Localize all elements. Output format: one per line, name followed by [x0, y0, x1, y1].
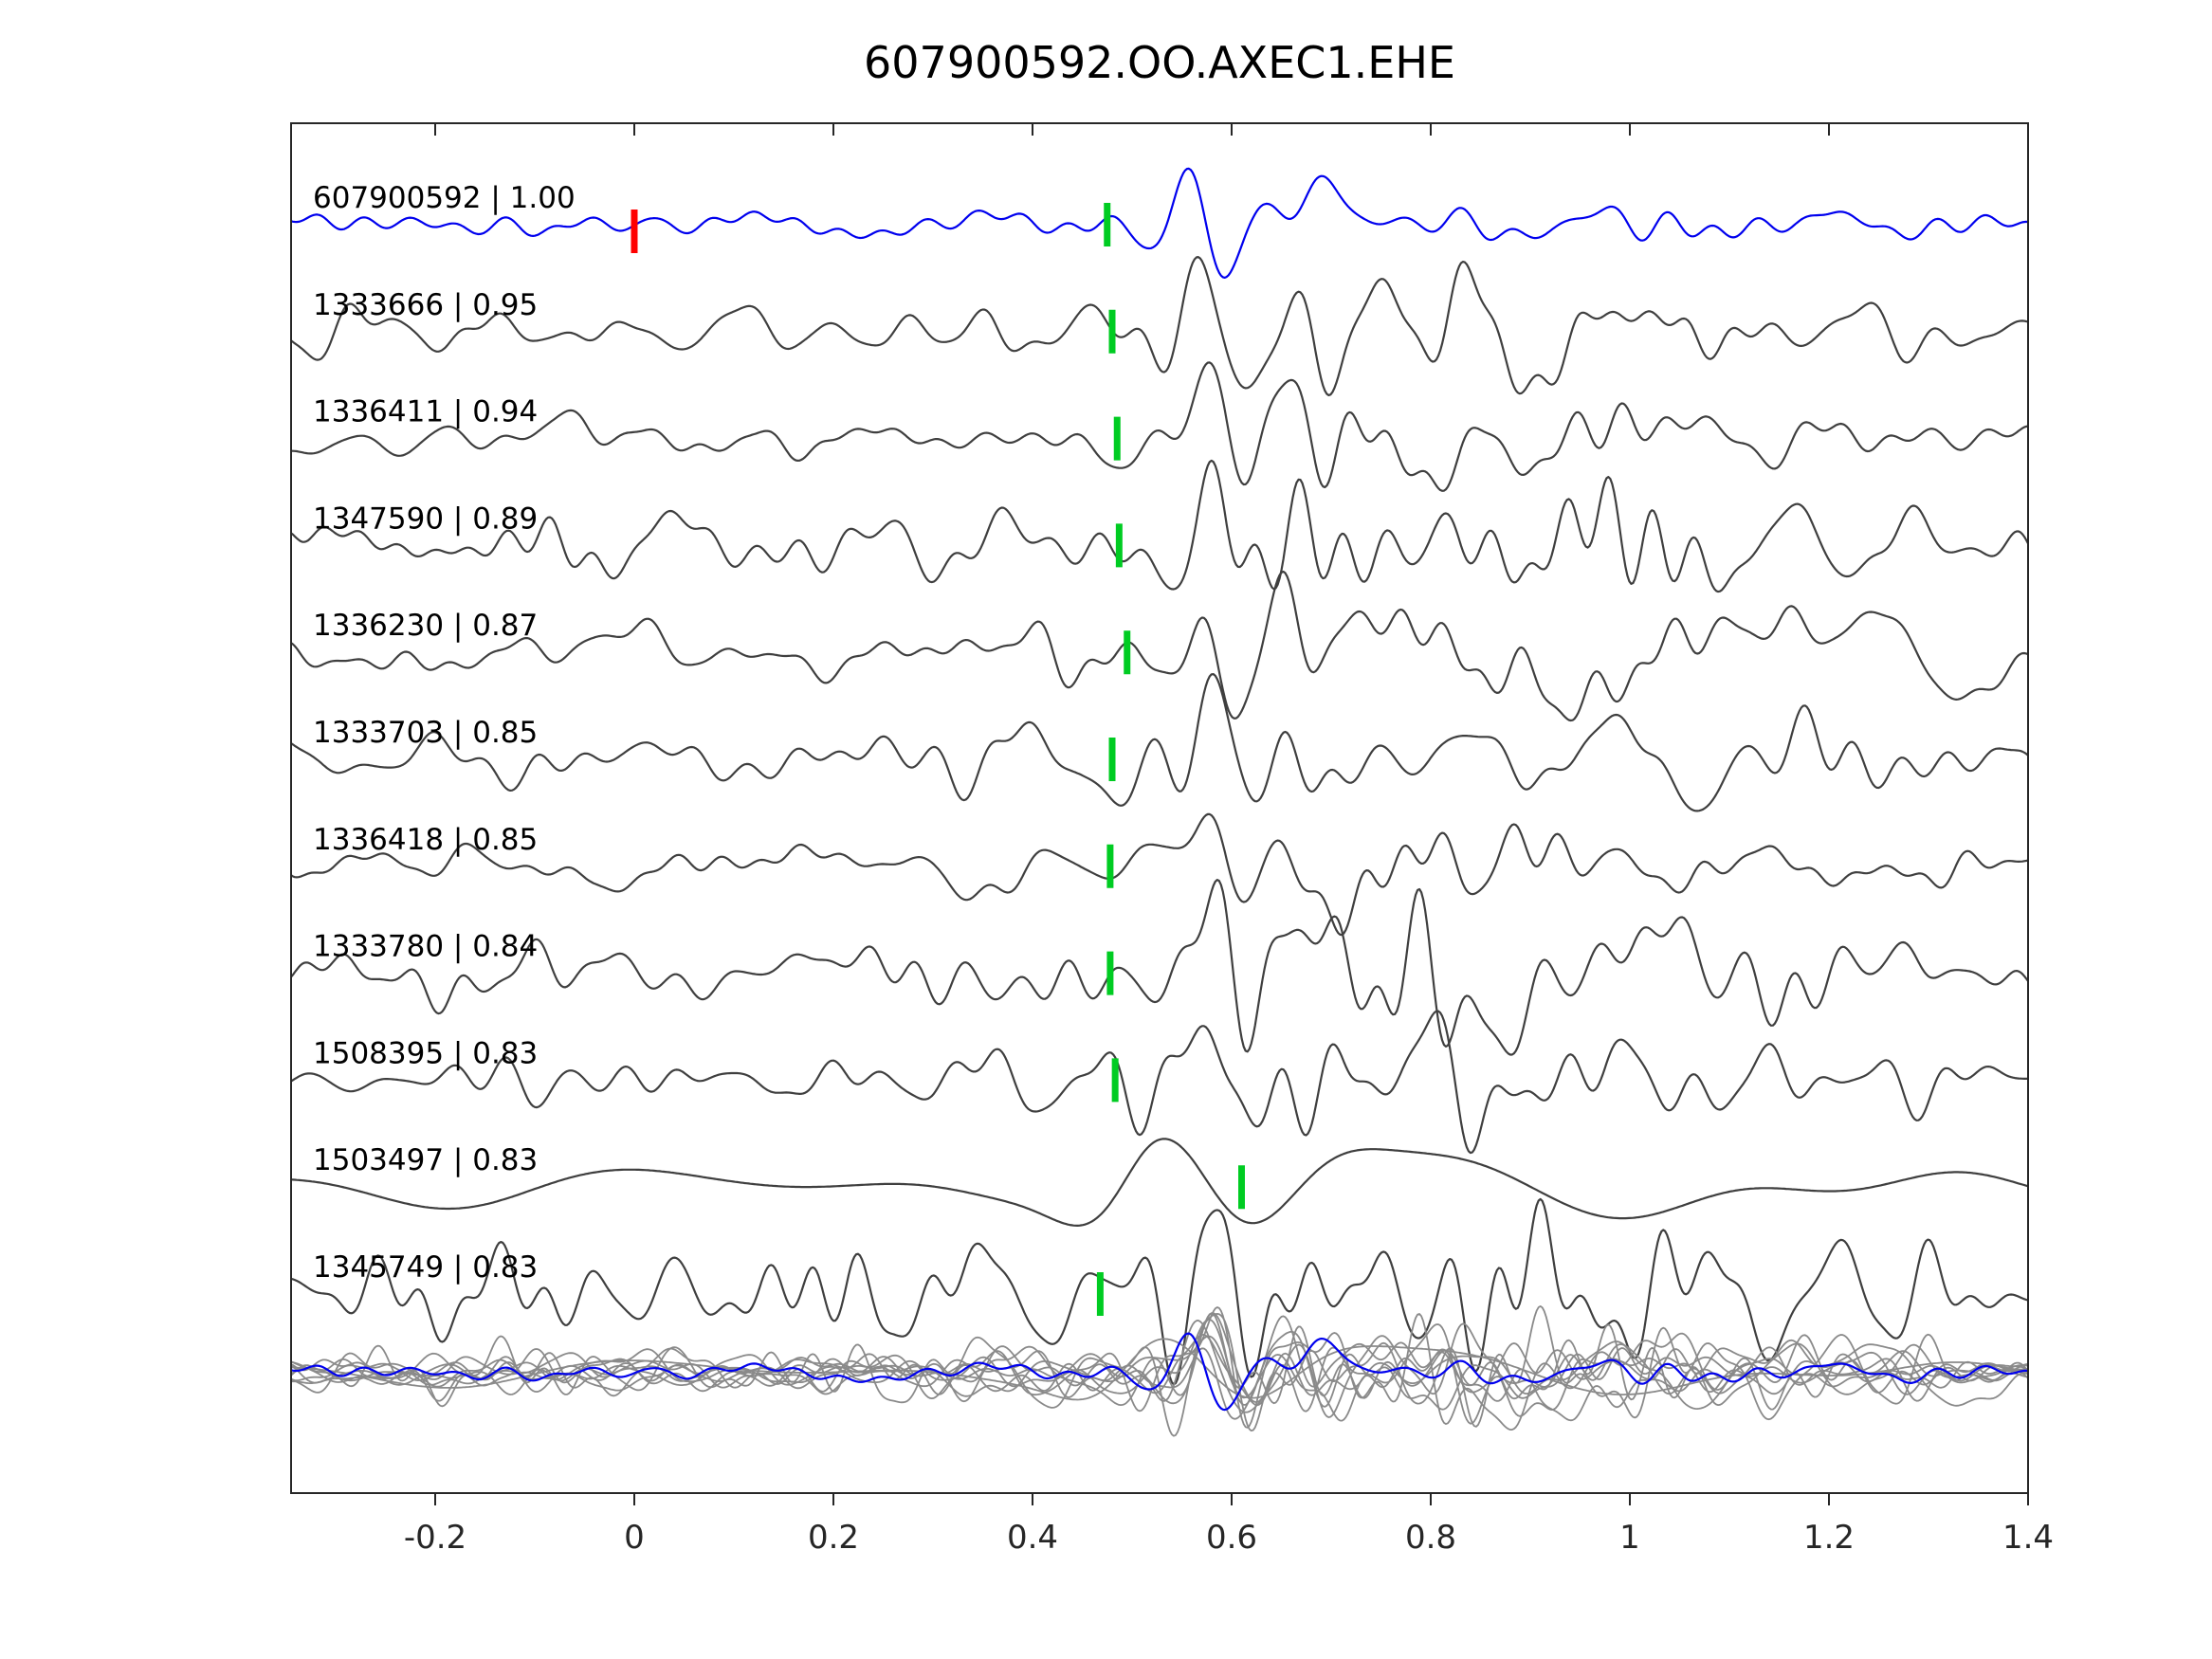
x-tick-label: 1.2: [1803, 1519, 1855, 1557]
trace-label-1336418: 1336418 | 0.85: [313, 823, 538, 857]
overlay-trace-607900592: [290, 1332, 2029, 1412]
page-title: 607900592.OO.AXEC1.EHE: [864, 37, 1455, 88]
trace-label-1508395: 1508395 | 0.83: [313, 1036, 538, 1070]
waveform-trace-1347590: [290, 459, 2029, 593]
trace-label-1336230: 1336230 | 0.87: [313, 609, 538, 643]
overlay-trace-1336418: [290, 1335, 2029, 1422]
x-tick-label: 1: [1619, 1519, 1640, 1557]
overlay-trace-1347590: [290, 1312, 2029, 1406]
x-tick-label: 0.8: [1405, 1519, 1456, 1557]
overlay-trace-1333666: [290, 1320, 2029, 1418]
trace-label-1503497: 1503497 | 0.83: [313, 1143, 538, 1177]
plot-border: [290, 122, 2029, 1494]
x-tick-label: -0.2: [404, 1519, 466, 1557]
trace-label-1333703: 1333703 | 0.85: [313, 716, 538, 750]
waveform-trace-1333666: [290, 256, 2029, 396]
x-tick-label: 0.4: [1007, 1519, 1058, 1557]
x-tick-label: 0: [624, 1519, 645, 1557]
x-tick-label: 1.4: [2002, 1519, 2054, 1557]
x-tick-label: 0.2: [808, 1519, 859, 1557]
trace-label-1333780: 1333780 | 0.84: [313, 930, 538, 964]
waveform-trace-607900592: [290, 167, 2029, 279]
trace-label-607900592: 607900592 | 1.00: [313, 181, 576, 215]
waveform-trace-1503497: [290, 1138, 2029, 1228]
x-tick-label: 0.6: [1206, 1519, 1257, 1557]
trace-label-1336411: 1336411 | 0.94: [313, 395, 538, 429]
trace-label-1347590: 1347590 | 0.89: [313, 501, 538, 536]
waveform-trace-1336418: [290, 812, 2029, 937]
waveform-trace-1333703: [290, 672, 2029, 812]
waveform-trace-1336230: [290, 570, 2029, 722]
waveform-trace-1333780: [290, 878, 2029, 1056]
waveform-trace-1345749: [290, 1197, 2029, 1386]
waveform-trace-1508395: [290, 1010, 2029, 1155]
trace-label-1345749: 1345749 | 0.83: [313, 1250, 538, 1285]
overlay-trace-1503497: [291, 1338, 2029, 1401]
trace-label-1333666: 1333666 | 0.95: [313, 288, 538, 322]
waveform-trace-1336411: [291, 361, 2029, 492]
